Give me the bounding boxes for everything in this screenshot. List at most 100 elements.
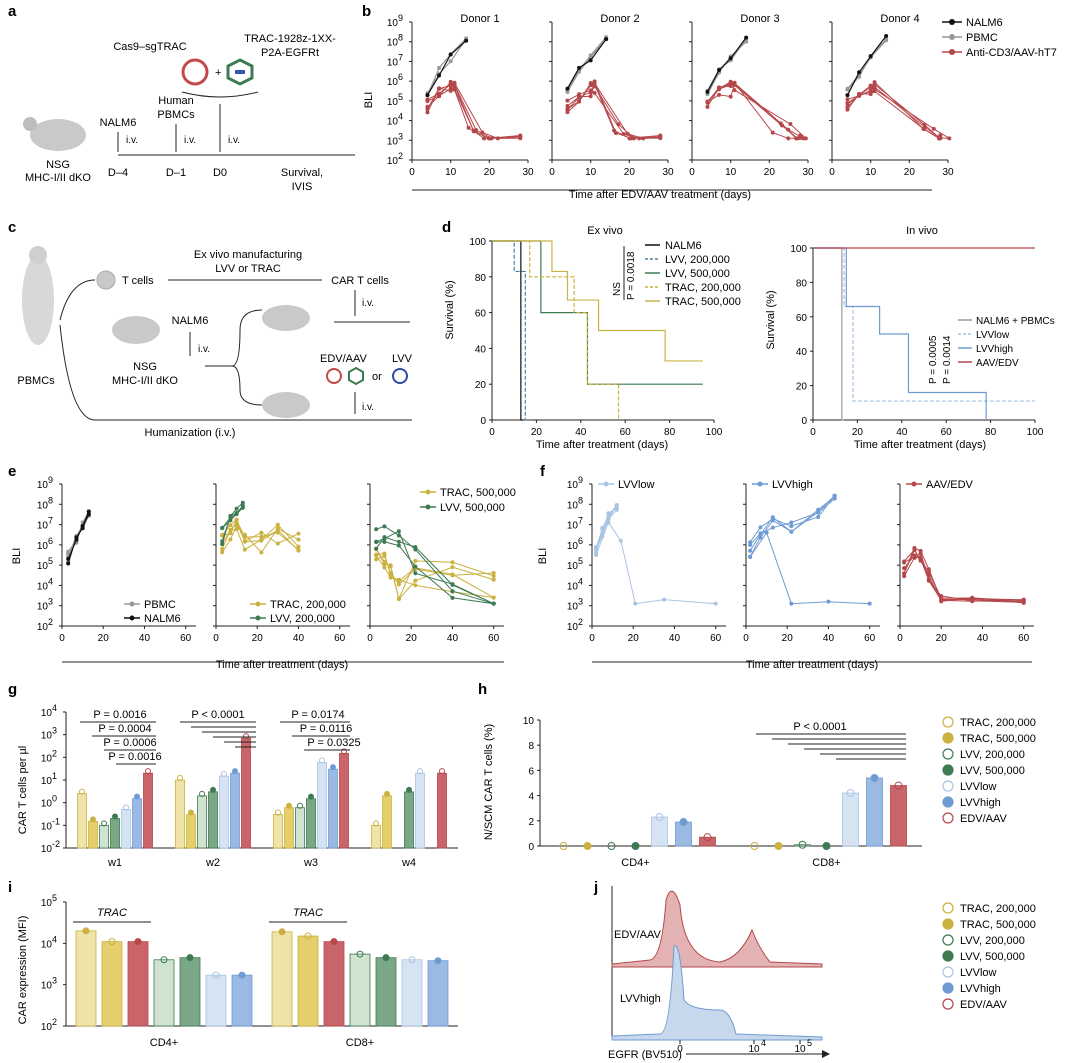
e-lvv200-legend-marker [255, 615, 261, 621]
b-pbmc-point [588, 53, 593, 58]
b-pbmc-line [426, 38, 467, 94]
e-nalm6-legend-label: NALM6 [144, 613, 181, 625]
e2-xtick-label: 20 [406, 633, 418, 644]
i-bar [323, 941, 345, 1027]
human-head-icon [29, 246, 47, 264]
e-trac500-point [413, 583, 418, 588]
b-aav-point [938, 135, 943, 140]
g-bar-point [101, 820, 107, 827]
d-left-ylabel: Survival (%) [444, 280, 456, 339]
e-lvv500-point [374, 540, 379, 545]
b-aav-point [803, 136, 808, 141]
f0-ytick-label: 10 [567, 480, 579, 491]
mouse-icon [30, 119, 86, 151]
legend-marker-0 [942, 748, 954, 760]
f0-ytick-label: 10 [567, 541, 579, 552]
f-lvvhigh-point [758, 525, 763, 530]
branch-down [59, 324, 412, 421]
legend-marker-0 [942, 764, 954, 776]
d-legend-label: NALM6 [665, 240, 702, 252]
edv-hexagon-icon [226, 58, 254, 86]
b-pbmc-point [744, 39, 749, 44]
day-1: D–4 [108, 167, 128, 179]
legend-label-1: LVV, 200,000 [960, 935, 1025, 947]
d-right-xtick-label: 60 [941, 427, 953, 438]
g-ytick-label: 10 [41, 799, 53, 810]
i-bar-point [434, 957, 442, 965]
e-trac500-legend-label: TRAC, 500,000 [440, 487, 516, 499]
mouse-label-2: MHC-I/II dKO [25, 172, 91, 184]
g-bar [339, 752, 349, 849]
legend-marker-0 [942, 732, 954, 744]
f-lvvlow-long-point [662, 597, 667, 602]
g-bar [208, 791, 218, 849]
h-bar-point [655, 813, 664, 822]
human-body-icon [22, 255, 54, 345]
panel-h-letter: h [478, 681, 487, 698]
f0-ytick-exp: 5 [578, 556, 583, 566]
i-bar-point [212, 971, 220, 979]
b-nalm6-line [706, 37, 747, 93]
b-aav-point [922, 127, 927, 132]
j-label-edv: EDV/AAV [614, 929, 662, 941]
b-aav-point [588, 83, 593, 88]
b-aav-point [868, 84, 873, 89]
i-ytick-exp: 3 [52, 976, 57, 986]
b-ytick-exp: 6 [398, 72, 403, 82]
f-lvvhigh-point [789, 529, 794, 534]
b-aav-point [577, 92, 582, 97]
h-bar-point [583, 842, 592, 850]
b-aav-point [780, 123, 785, 128]
d-r-lvvhigh-curve [813, 247, 987, 420]
e0-ytick-exp: 2 [48, 617, 53, 627]
i-bar [231, 974, 253, 1027]
i-bar [127, 941, 149, 1027]
e-trac500-line [375, 548, 494, 601]
legend-nalm6: NALM6 [966, 17, 1003, 29]
e-lvv200-point [240, 500, 245, 505]
e-trac200-point [220, 532, 225, 537]
i-trac-label: TRAC [97, 907, 127, 919]
d-right-xtick-label: 80 [985, 427, 997, 438]
e-trac500-point [396, 577, 401, 582]
d-r-legend-label: LVVlow [976, 330, 1010, 341]
legend-marker-1 [942, 950, 954, 962]
b-aav-point [437, 86, 442, 91]
i-ytick-exp: 2 [52, 1017, 57, 1027]
i-ytick-label: 10 [41, 939, 53, 950]
legend-label-1: EDV/AAV [960, 999, 1008, 1011]
f0-ytick-exp: 7 [578, 516, 583, 526]
g-bar-point [232, 768, 238, 775]
e-lvv500-point [396, 529, 401, 534]
panel-d: Ex vivo In vivo Survival (%) Survival (%… [444, 225, 1055, 451]
b-nalm6-line [846, 35, 887, 96]
b-donor-title: Donor 4 [880, 13, 919, 25]
h-bar-point [750, 842, 759, 850]
f-lvvhigh-point [770, 525, 775, 530]
b-aav-line [847, 81, 941, 140]
b-aav-point [845, 101, 850, 106]
h-bar-point [679, 818, 688, 827]
g-bar-point [286, 802, 292, 809]
i-bar [179, 957, 201, 1027]
e0-xtick-label: 60 [180, 633, 192, 644]
f1-xtick-label: 40 [823, 633, 835, 644]
b-nalm6-line [426, 40, 467, 96]
g-ytick-label: 10 [41, 844, 53, 855]
i-bar [297, 935, 319, 1027]
cart-iv: i.v. [362, 298, 374, 309]
f-lvvhigh-long-point [764, 530, 769, 535]
e-lvv500-point [491, 601, 496, 606]
panel-j-letter: j [593, 879, 598, 896]
f-lvvhigh-line [749, 495, 835, 543]
g-bar [328, 768, 338, 849]
b-pbmc-line [426, 37, 467, 96]
f-lvvhigh-point [758, 532, 763, 537]
f-lvvlow-long-point [633, 601, 638, 606]
d-right-xtick-label: 40 [896, 427, 908, 438]
f-lvvlow-long-point [594, 553, 599, 557]
e-trac200-legend-marker [255, 601, 261, 607]
e-lvv500-line [375, 536, 494, 605]
panel-d-letter: d [442, 219, 451, 236]
e-trac200-point [259, 530, 264, 535]
